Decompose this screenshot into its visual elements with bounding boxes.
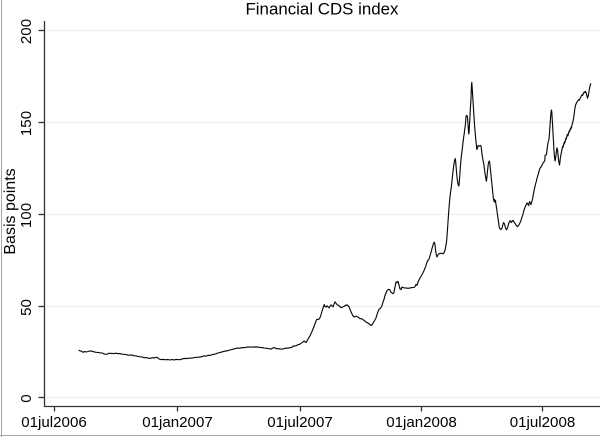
svg-text:50: 50 bbox=[18, 299, 35, 316]
svg-text:200: 200 bbox=[18, 19, 35, 44]
svg-text:01jan2008: 01jan2008 bbox=[386, 414, 457, 431]
svg-text:01jul2007: 01jul2007 bbox=[267, 414, 332, 431]
svg-text:0: 0 bbox=[18, 394, 35, 402]
svg-text:01jul2008: 01jul2008 bbox=[510, 414, 575, 431]
svg-text:Basis points: Basis points bbox=[2, 168, 19, 254]
svg-text:01jan2007: 01jan2007 bbox=[142, 414, 213, 431]
svg-text:100: 100 bbox=[18, 203, 35, 228]
svg-text:150: 150 bbox=[18, 111, 35, 136]
svg-text:Financial CDS index: Financial CDS index bbox=[245, 0, 399, 19]
svg-text:01jul2006: 01jul2006 bbox=[21, 414, 86, 431]
